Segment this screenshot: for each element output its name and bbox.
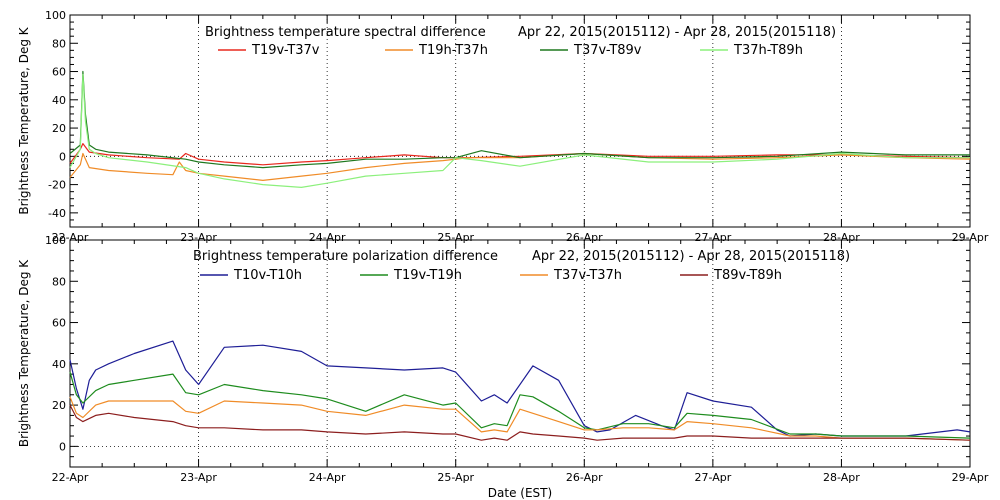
x-tick-label: 23-Apr (180, 231, 217, 244)
x-tick-label: 28-Apr (823, 231, 860, 244)
y-tick-label: 0 (59, 150, 66, 163)
y-tick-label: 80 (52, 37, 66, 50)
series-line-T19v-T37v (69, 143, 971, 166)
y-tick-label: 20 (52, 122, 66, 135)
panel-title: Brightness temperature polarization diff… (193, 249, 498, 264)
y-tick-label: -40 (48, 207, 66, 220)
y-tick-label: 60 (52, 66, 66, 79)
y-tick-label: 20 (52, 399, 66, 412)
y-tick-label: 100 (45, 9, 66, 22)
series-line-T37v-T89v (69, 70, 970, 169)
x-tick-label: 27-Apr (694, 471, 731, 484)
y-tick-label: 40 (52, 94, 66, 107)
y-tick-label: 100 (45, 234, 66, 247)
series-line-T19v-T19h (69, 371, 971, 439)
x-tick-label: 25-Apr (437, 471, 474, 484)
y-tick-label: 0 (59, 440, 66, 453)
series-line-T10v-T10h (69, 340, 971, 437)
legend-label: T19v-T19h (393, 268, 462, 283)
x-tick-label: 27-Apr (694, 231, 731, 244)
x-tick-label: 29-Apr (952, 231, 989, 244)
y-axis-title: Brightness Temperature, Deg K (17, 259, 31, 447)
plot-frame (69, 239, 971, 468)
legend-label: T37h-T89h (733, 43, 803, 58)
y-tick-label: -20 (48, 179, 66, 192)
plot-frame (69, 14, 971, 228)
x-tick-label: 26-Apr (566, 471, 603, 484)
legend-label: T37v-T37h (553, 268, 622, 283)
x-tick-label: 25-Apr (437, 231, 474, 244)
panel-title: Brightness temperature spectral differen… (205, 25, 486, 40)
series-line-T19h-T37h (69, 152, 971, 181)
x-axis-title: Date (EST) (488, 486, 552, 500)
legend-label: T37v-T89v (573, 43, 642, 58)
y-tick-label: 40 (52, 358, 66, 371)
legend-label: T19v-T37v (251, 43, 320, 58)
legend-label: T10v-T10h (233, 268, 302, 283)
x-tick-label: 23-Apr (180, 471, 217, 484)
x-tick-label: 24-Apr (309, 471, 346, 484)
y-tick-label: 60 (52, 317, 66, 330)
series-line-T89v-T89h (69, 404, 971, 441)
legend-label: T19h-T37h (418, 43, 488, 58)
y-axis-title: Brightness Temperature, Deg K (17, 26, 31, 214)
legend-label: T89v-T89h (713, 268, 782, 283)
series-line-T37v-T37h (69, 396, 971, 441)
series-line-T37h-T89h (69, 73, 970, 188)
panel-date-range: Apr 22, 2015(2015112) - Apr 28, 2015(201… (532, 249, 850, 264)
x-tick-label: 28-Apr (823, 471, 860, 484)
y-tick-label: 80 (52, 275, 66, 288)
x-tick-label: 24-Apr (309, 231, 346, 244)
panel-date-range: Apr 22, 2015(2015112) - Apr 28, 2015(201… (518, 25, 836, 40)
x-tick-label: 26-Apr (566, 231, 603, 244)
x-tick-label: 22-Apr (52, 471, 89, 484)
x-tick-label: 29-Apr (952, 471, 989, 484)
x-tick-label: 22-Apr (52, 231, 89, 244)
